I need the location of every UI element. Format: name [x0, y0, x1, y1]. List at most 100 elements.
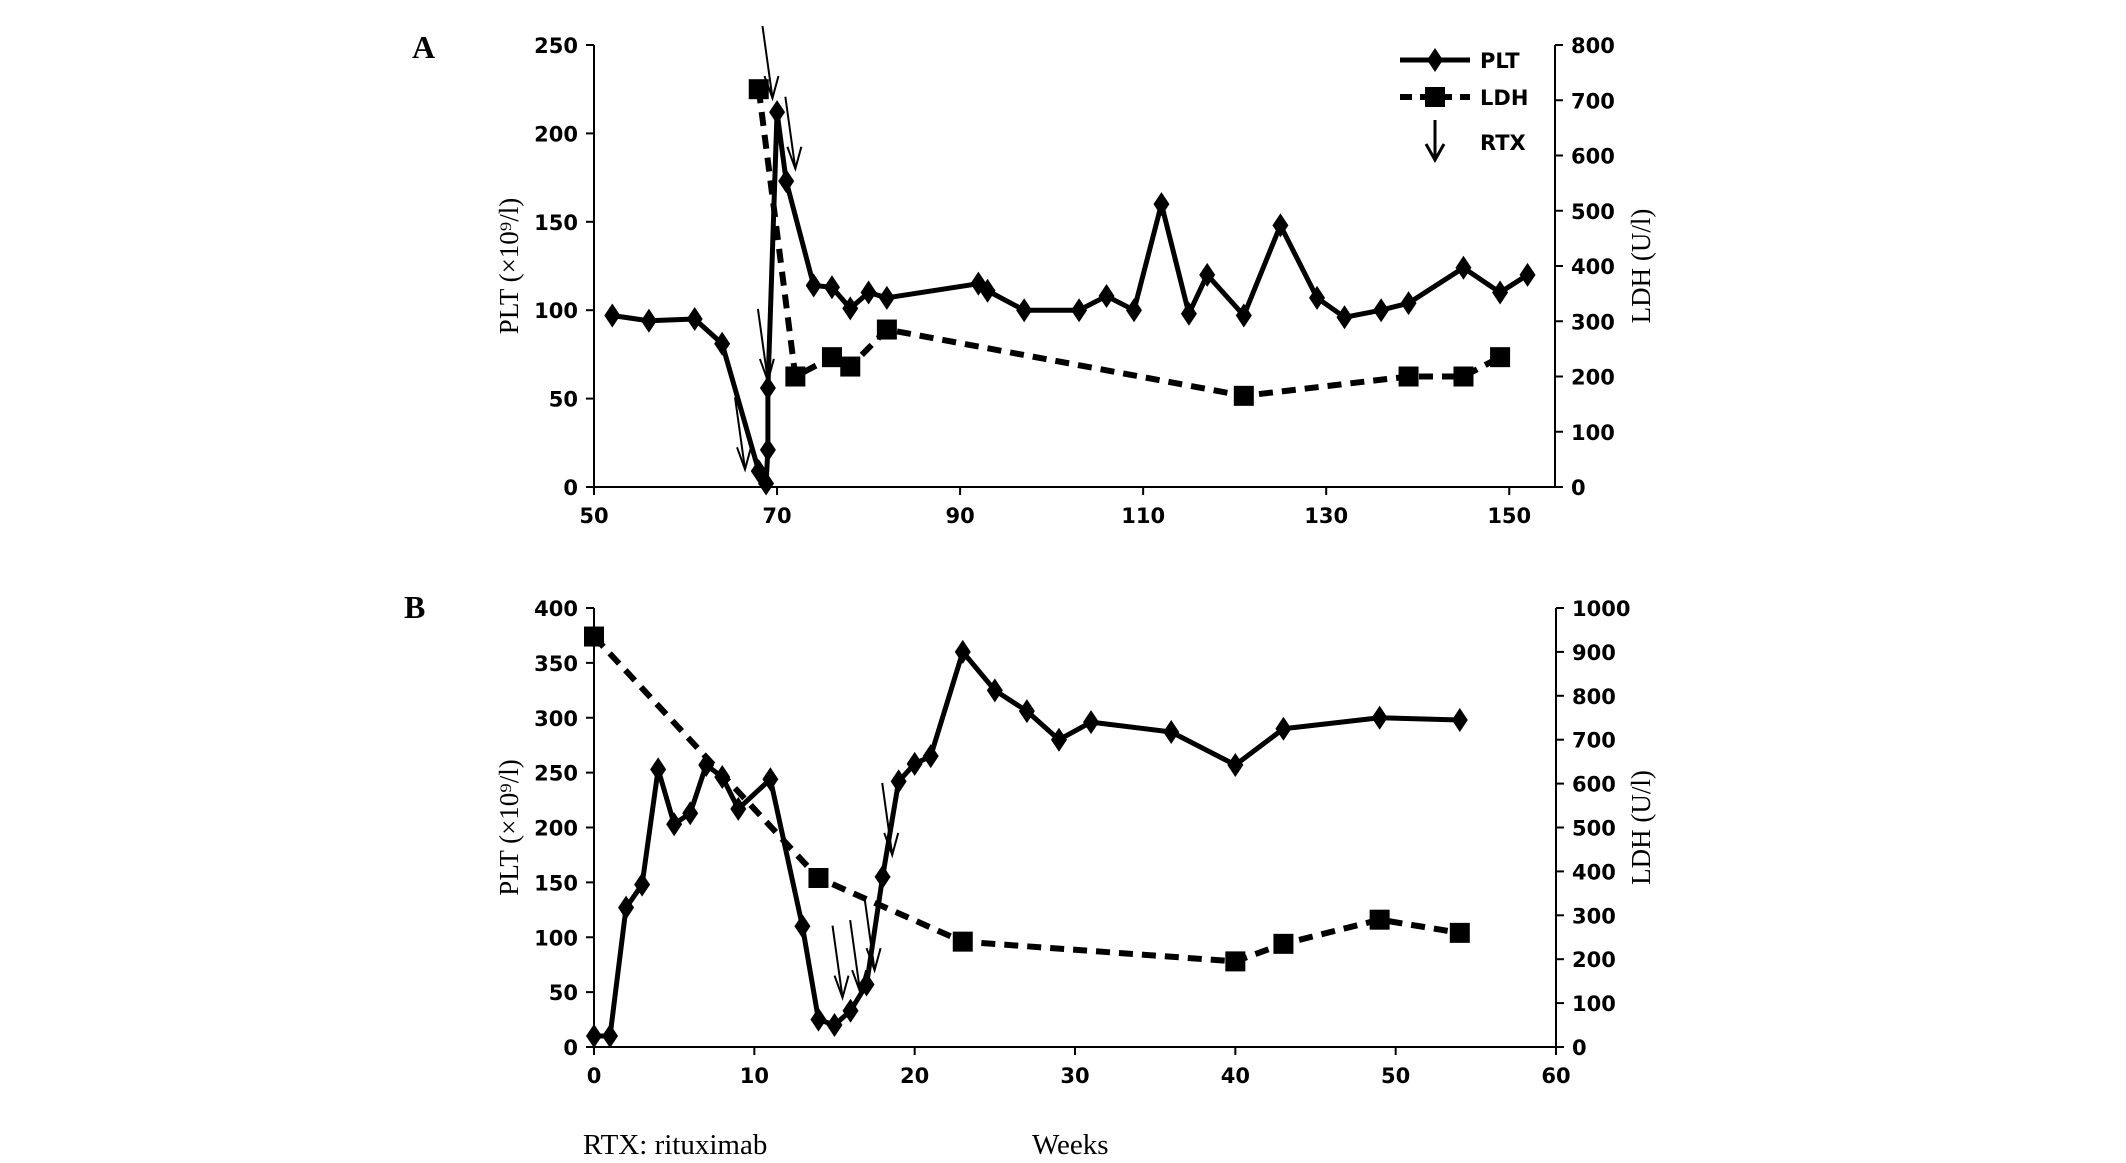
x-tick-label: 60 [1541, 1064, 1570, 1088]
plt-point [1050, 727, 1067, 752]
y-tick-label: 250 [534, 762, 578, 786]
footnote: RTX: rituximab [583, 1129, 767, 1161]
plt-point [823, 275, 840, 300]
plt-point [1125, 298, 1142, 323]
y-tick-label: 250 [534, 34, 578, 58]
panel-label: A [412, 29, 435, 65]
arrow-head [851, 969, 868, 996]
y-tick-label: 150 [534, 211, 578, 235]
plt-point [842, 998, 859, 1023]
legend-ldh-marker [1425, 87, 1445, 107]
plt-point [860, 280, 877, 305]
plt-point [810, 1007, 827, 1032]
plt-point [1400, 291, 1417, 316]
arrow-shaft [734, 397, 747, 470]
plt-point [874, 864, 891, 889]
plt-point [586, 1024, 602, 1049]
arrow-shaft [863, 898, 876, 971]
arrow-shaft [756, 308, 769, 382]
y2-tick-label: 200 [1572, 948, 1616, 972]
plt-point [1199, 262, 1216, 287]
ldh-point [1225, 951, 1246, 972]
plt-point [979, 278, 996, 303]
plt-point [604, 303, 621, 328]
arrow-shaft [849, 919, 862, 993]
arrow-shaft [761, 25, 774, 99]
plt-point [842, 296, 859, 321]
y-tick-label: 100 [534, 926, 578, 950]
plt-point [1373, 298, 1390, 323]
plt-point [858, 972, 875, 997]
ldh-point [876, 319, 897, 340]
plt-point [878, 285, 895, 310]
y-tick-label: 350 [534, 652, 578, 676]
y2-tick-label: 0 [1572, 1036, 1587, 1060]
plt-point [1492, 280, 1509, 305]
ldh-point [584, 626, 604, 647]
y2-tick-label: 600 [1572, 773, 1616, 797]
ldh-point [1233, 385, 1254, 406]
y-tick-label: 400 [534, 597, 578, 621]
ldh-point [1273, 933, 1294, 954]
y-tick-label: 100 [534, 299, 578, 323]
plt-point [634, 872, 651, 897]
x-tick-label: 110 [1121, 504, 1165, 528]
plt-point [640, 308, 657, 333]
plt-point [1235, 303, 1252, 328]
rtx-arrow [863, 898, 882, 974]
plt-point [758, 471, 775, 496]
x-axis-label: Weeks [1032, 1129, 1109, 1161]
plt-point [762, 767, 779, 792]
x-tick-label: 20 [900, 1064, 929, 1088]
y2-axis-label: LDH (U/l) [1626, 209, 1656, 324]
x-tick-label: 150 [1487, 504, 1531, 528]
plt-point [1016, 298, 1033, 323]
plt-point [1272, 213, 1289, 238]
y-tick-label: 0 [563, 1036, 578, 1060]
panel-b: B0 10 20 30 40 50 6005010015020025030035040001… [404, 589, 1656, 1088]
rtx-arrow [756, 308, 775, 385]
x-tick-label: 50 [579, 504, 608, 528]
rtx-arrow [881, 782, 900, 859]
legend-label: PLT [1480, 49, 1520, 73]
plt-point [1451, 707, 1468, 732]
x-tick-label: 50 [1381, 1064, 1410, 1088]
ldh-point [808, 867, 829, 888]
plt-point [1163, 720, 1180, 745]
series-line-plt [611, 109, 1529, 486]
plt-point [1275, 716, 1292, 741]
ldh-point [1453, 366, 1474, 387]
arrow-shaft [784, 96, 797, 169]
plt-point [602, 1024, 619, 1049]
plt-point [769, 100, 786, 125]
y-tick-label: 300 [534, 707, 578, 731]
x-tick-label: 0 [587, 1064, 602, 1088]
ldh-point [1449, 922, 1470, 943]
arrow-shaft [831, 925, 844, 998]
plt-point [666, 812, 683, 837]
y2-tick-label: 200 [1571, 366, 1615, 390]
plt-point [986, 678, 1003, 703]
plt-point [778, 169, 795, 194]
plt-point [1309, 285, 1326, 310]
plt-point [794, 914, 811, 939]
plt-point [1018, 699, 1035, 724]
plt-point [1227, 752, 1244, 777]
y2-tick-label: 1000 [1572, 597, 1630, 621]
plt-point [1519, 262, 1536, 287]
y2-tick-label: 100 [1572, 992, 1616, 1016]
series-line-ldh [755, 88, 1502, 399]
y2-axis-label: LDH (U/l) [1626, 770, 1656, 885]
plt-point [730, 796, 747, 821]
ldh-point [1398, 366, 1419, 387]
panel-a: A50 70 90 110 130 150050100150200250010020030… [412, 25, 1656, 528]
ldh-point [952, 931, 973, 952]
y-axis-label: PLT (×10⁹/l) [494, 198, 524, 334]
ldh-point [785, 366, 806, 387]
ldh-point [1490, 347, 1511, 368]
plt-point [1336, 305, 1353, 330]
y2-tick-label: 300 [1571, 310, 1615, 334]
legend-plt-marker [1427, 48, 1443, 72]
y2-tick-label: 700 [1571, 89, 1615, 113]
x-tick-label: 30 [1060, 1064, 1089, 1088]
